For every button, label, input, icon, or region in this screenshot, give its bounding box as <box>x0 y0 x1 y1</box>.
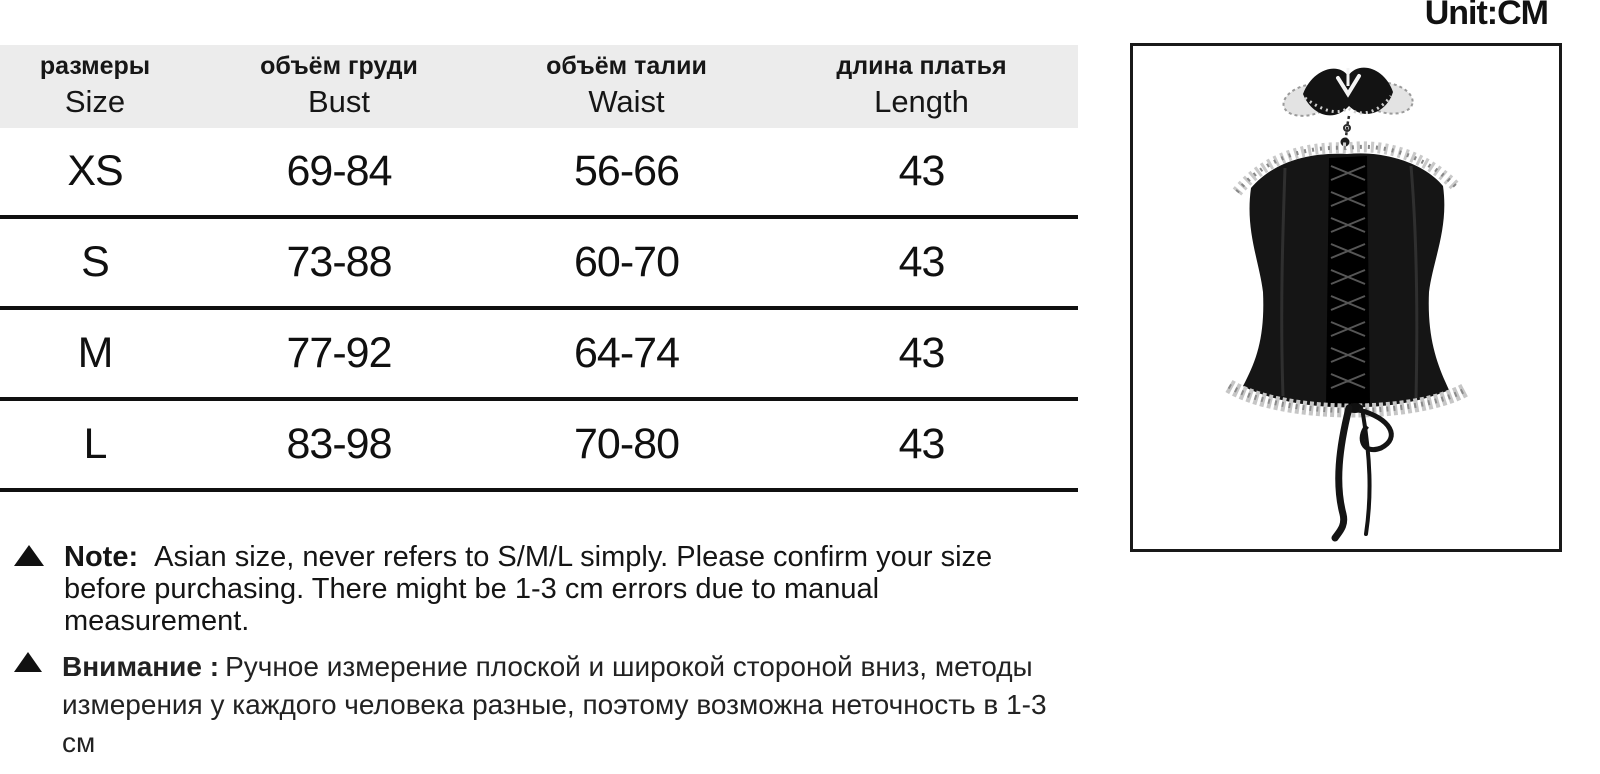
header-cell-bust: объём груди Bust <box>190 45 488 128</box>
header-cell-length: длина платья Length <box>765 45 1078 128</box>
cell-size: M <box>77 329 114 377</box>
cell-length: 43 <box>898 420 946 468</box>
product-image-box <box>1130 43 1562 552</box>
cell-length: 43 <box>898 329 946 377</box>
header-cell-size: размеры Size <box>0 45 190 128</box>
cell-waist: 70-80 <box>574 420 680 468</box>
header-waist-ru: объём талии <box>546 52 707 81</box>
table-header-row: размеры Size объём груди Bust объём тали… <box>0 45 1078 128</box>
header-cell-waist: объём талии Waist <box>488 45 765 128</box>
header-size-ru: размеры <box>39 52 151 81</box>
note-russian-text: Внимание : Ручное измерение плоской и шир… <box>62 648 1070 762</box>
cell-waist: 56-66 <box>574 147 680 195</box>
table-row-m: M 77-92 64-74 43 <box>0 310 1078 401</box>
header-length-ru: длина платья <box>836 52 1007 81</box>
note-russian-body: Ручное измерение плоской и широкой сторо… <box>62 651 1047 758</box>
unit-label: Unit:CM <box>1424 0 1549 32</box>
choker-icon <box>1282 67 1414 117</box>
note-triangle-icon <box>14 545 44 566</box>
note-english-body: Asian size, never refers to S/M/L simply… <box>64 541 993 637</box>
cell-size: L <box>83 420 108 468</box>
header-length-en: Length <box>874 83 969 119</box>
cell-bust: 83-98 <box>286 420 393 468</box>
note-english: Note: Asian size, never refers to S/M/L s… <box>14 541 1070 637</box>
table-row-l: L 83-98 70-80 43 <box>0 401 1078 492</box>
header-bust-en: Bust <box>307 83 371 119</box>
note-english-label: Note: <box>64 541 139 573</box>
front-lacing <box>1326 156 1370 406</box>
cell-bust: 73-88 <box>286 238 393 286</box>
cell-size: XS <box>67 147 123 195</box>
lace-trim-top <box>1232 141 1462 196</box>
cell-length: 43 <box>898 238 946 286</box>
cell-bust: 69-84 <box>286 147 393 195</box>
ribbon-ties <box>1331 403 1394 542</box>
chain-pendant <box>1340 115 1351 151</box>
header-size-en: Size <box>64 83 126 119</box>
corset-product-illustration <box>1225 67 1469 542</box>
cell-bust: 77-92 <box>286 329 393 377</box>
cell-waist: 60-70 <box>574 238 680 286</box>
size-table: размеры Size объём груди Bust объём тали… <box>0 45 1078 492</box>
cell-size: S <box>81 238 110 286</box>
cell-length: 43 <box>898 147 946 195</box>
header-waist-en: Waist <box>588 83 665 119</box>
warning-triangle-icon <box>14 652 42 672</box>
table-row-s: S 73-88 60-70 43 <box>0 219 1078 310</box>
header-bust-ru: объём груди <box>260 52 418 81</box>
cell-waist: 64-74 <box>574 329 680 377</box>
table-row-xs: XS 69-84 56-66 43 <box>0 128 1078 219</box>
note-english-text: Note: Asian size, never refers to S/M/L s… <box>64 541 1070 637</box>
note-russian-label: Внимание : <box>62 651 220 682</box>
note-russian: Внимание : Ручное измерение плоской и шир… <box>14 648 1070 762</box>
